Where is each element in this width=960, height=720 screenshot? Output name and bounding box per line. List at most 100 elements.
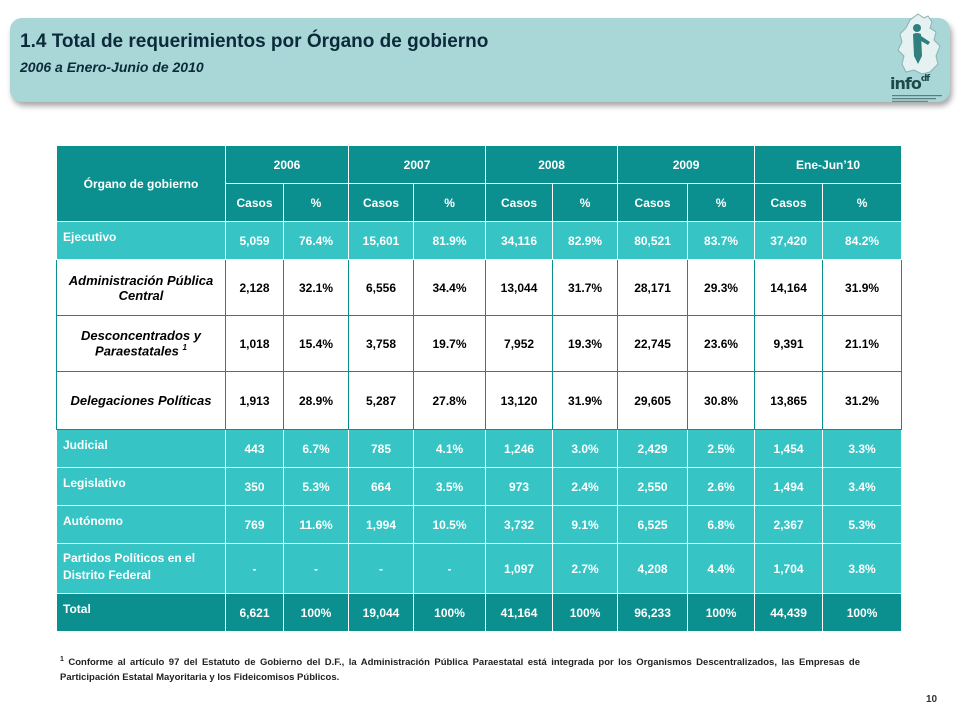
cell-value: 21.1% (822, 315, 903, 372)
cell-value: - (348, 543, 415, 594)
pct-subheader: % (552, 183, 619, 222)
page-number: 10 (926, 694, 938, 705)
cell-value: 13,120 (485, 371, 554, 430)
cell-value: 4.4% (687, 543, 756, 594)
logo-tagline-lines (892, 95, 942, 102)
cell-value: 100% (413, 593, 487, 632)
cell-value: 1,494 (754, 467, 824, 506)
cell-value: 14,164 (754, 259, 824, 316)
table-row-delegaciones: Delegaciones Políticas 1,913 28.9% 5,287… (56, 371, 903, 430)
cell-value: 2,128 (225, 259, 284, 316)
row-label: Desconcentrados y Paraestatales 1 (56, 315, 226, 372)
cell-value: 10.5% (413, 505, 487, 544)
cell-value: 2,429 (617, 429, 689, 468)
footnote-marker: 1 (60, 656, 64, 663)
cell-value: 31.9% (822, 259, 903, 316)
cell-value: 3,732 (485, 505, 554, 544)
pct-subheader: % (687, 183, 756, 222)
infodf-logo: infodf (888, 12, 950, 104)
requirements-table: Órgano de gobierno 2006 2007 2008 2009 E… (56, 145, 903, 632)
table-row-judicial: Judicial 443 6.7% 785 4.1% 1,246 3.0% 2,… (56, 429, 903, 468)
cell-value: 350 (225, 467, 284, 506)
cell-value: 6,621 (225, 593, 284, 632)
table-row-ejecutivo: Ejecutivo 5,059 76.4% 15,601 81.9% 34,11… (56, 221, 903, 260)
row-label: Ejecutivo (56, 221, 226, 260)
cell-value: 31.9% (552, 371, 619, 430)
cell-value: 5.3% (282, 467, 350, 506)
cell-value: 27.8% (413, 371, 487, 430)
cell-value: 3.4% (822, 467, 903, 506)
cell-value: 13,044 (485, 259, 554, 316)
cell-value: 1,246 (485, 429, 554, 468)
table-row-total: Total 6,621 100% 19,044 100% 41,164 100%… (56, 593, 903, 632)
cell-value: 1,454 (754, 429, 824, 468)
cell-value: 6.8% (687, 505, 756, 544)
cell-value: 28.9% (282, 371, 350, 430)
cell-value: 15.4% (282, 315, 350, 372)
page-subtitle: 2006 a Enero-Junio de 2010 (20, 59, 204, 75)
casos-subheader: Casos (754, 183, 824, 222)
cell-value: 5.3% (822, 505, 903, 544)
year-header: 2006 (224, 145, 350, 184)
casos-subheader: Casos (348, 183, 415, 222)
pct-subheader: % (282, 183, 350, 222)
cell-value: 6,525 (617, 505, 689, 544)
cell-value: 5,287 (348, 371, 415, 430)
casos-subheader: Casos (485, 183, 554, 222)
cell-value: 785 (348, 429, 415, 468)
cell-value: 41,164 (485, 593, 554, 632)
cell-value: 32.1% (282, 259, 350, 316)
row-label: Autónomo (56, 505, 226, 544)
cell-value: 5,059 (225, 221, 284, 260)
cell-value: 769 (225, 505, 284, 544)
cell-value: 28,171 (617, 259, 689, 316)
row-label: Partidos Políticos en el Distrito Federa… (56, 543, 226, 594)
year-header: 2007 (348, 145, 487, 184)
cell-value: 1,913 (225, 371, 284, 430)
cell-value: 664 (348, 467, 415, 506)
footnote: 1 Conforme al artículo 97 del Estatuto d… (60, 652, 860, 685)
cell-value: 29.3% (687, 259, 756, 316)
cell-value: 3.0% (552, 429, 619, 468)
cell-value: 82.9% (552, 221, 619, 260)
cell-value: 80,521 (617, 221, 689, 260)
footnote-marker: 1 (182, 343, 187, 353)
row-label: Administración Pública Central (56, 259, 226, 316)
cell-value: 30.8% (687, 371, 756, 430)
cell-value: 29,605 (617, 371, 689, 430)
cell-value: 31.7% (552, 259, 619, 316)
cell-value: 19.7% (413, 315, 487, 372)
cell-value: 4,208 (617, 543, 689, 594)
cell-value: 9,391 (754, 315, 824, 372)
cell-value: 973 (485, 467, 554, 506)
row-header-cell: Órgano de gobierno (56, 145, 226, 222)
footnote-text: Conforme al artículo 97 del Estatuto de … (60, 657, 861, 684)
year-header: Ene-Jun’10 (754, 145, 903, 184)
cell-value: 2,550 (617, 467, 689, 506)
cell-value: 11.6% (282, 505, 350, 544)
cell-value: 44,439 (754, 593, 824, 632)
cell-value: 6,556 (348, 259, 415, 316)
cell-value: 22,745 (617, 315, 689, 372)
cell-value: 19.3% (552, 315, 619, 372)
cell-value: 443 (225, 429, 284, 468)
pct-subheader: % (413, 183, 487, 222)
page-title: 1.4 Total de requerimientos por Órgano d… (20, 31, 489, 52)
cell-value: 1,704 (754, 543, 824, 594)
cell-value: 37,420 (754, 221, 824, 260)
table-row-administracion: Administración Pública Central 2,128 32.… (56, 259, 903, 316)
cell-value: 34,116 (485, 221, 554, 260)
table-row-autonomo: Autónomo 769 11.6% 1,994 10.5% 3,732 9.1… (56, 505, 903, 544)
row-label: Judicial (56, 429, 226, 468)
cell-value: 100% (282, 593, 350, 632)
cell-value: 13,865 (754, 371, 824, 430)
cell-value: 100% (552, 593, 619, 632)
pct-subheader: % (822, 183, 903, 222)
cell-value: - (282, 543, 350, 594)
cell-value: 84.2% (822, 221, 903, 260)
casos-subheader: Casos (225, 183, 284, 222)
header-banner (10, 18, 950, 102)
table-row-partidos: Partidos Políticos en el Distrito Federa… (56, 543, 903, 594)
cell-value: 6.7% (282, 429, 350, 468)
cell-value: 23.6% (687, 315, 756, 372)
